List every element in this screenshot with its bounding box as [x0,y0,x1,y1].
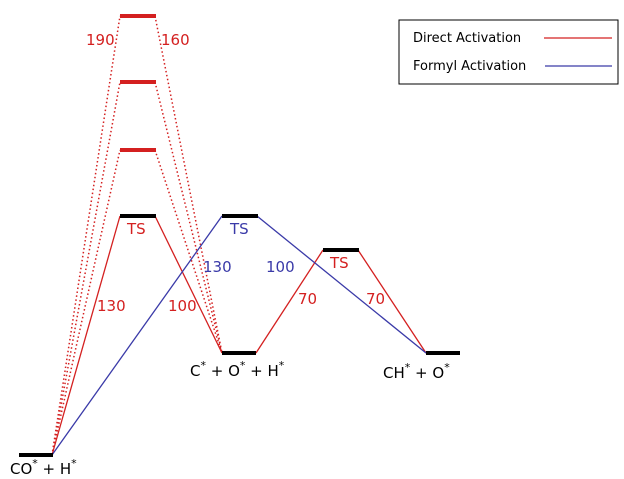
dotted-path-160 [154,15,223,354]
barrier-190: 190 [86,31,115,49]
dotted-path-mid2 [51,149,121,456]
state-label-intermediate: C* + O* + H* [190,359,285,380]
dotted-paths-left [51,15,223,456]
formyl-activation-path [51,215,427,456]
state-levels [19,351,460,457]
direct-ts1-descent [154,215,223,354]
ts-label-direct-1: TS [126,220,146,238]
dotted-path-mid1 [51,81,121,456]
legend: Direct Activation Formyl Activation [398,19,619,85]
barrier-direct-ts1-left: 130 [97,297,126,315]
ts-label-formyl: TS [229,220,249,238]
barrier-direct-ts1-right: 100 [168,297,197,315]
barrier-160: 160 [161,31,190,49]
direct-activation-path [51,215,427,456]
legend-label-direct: Direct Activation [413,31,521,46]
dotted-path-190 [51,15,121,456]
barrier-direct-ts2-right: 70 [366,290,385,308]
barrier-direct-ts2-left: 70 [298,290,317,308]
barrier-formyl-left: 130 [203,258,232,276]
barrier-formyl-right: 100 [266,258,295,276]
dotted-path-mid2-right [154,149,223,354]
state-label-final: CH* + O* [383,361,450,382]
ts-label-direct-2: TS [329,254,349,272]
legend-box [398,19,619,85]
state-label-start: CO* + H* [10,457,77,478]
direct-ts1-ascent [51,215,121,456]
ts-levels [120,14,359,252]
legend-label-formyl: Formyl Activation [413,59,526,74]
formyl-ascent [51,215,223,456]
direct-ts2-ascent [255,249,324,354]
dotted-path-mid1-right [154,81,223,354]
formyl-descent [256,215,427,354]
direct-ts2-descent [357,249,427,354]
